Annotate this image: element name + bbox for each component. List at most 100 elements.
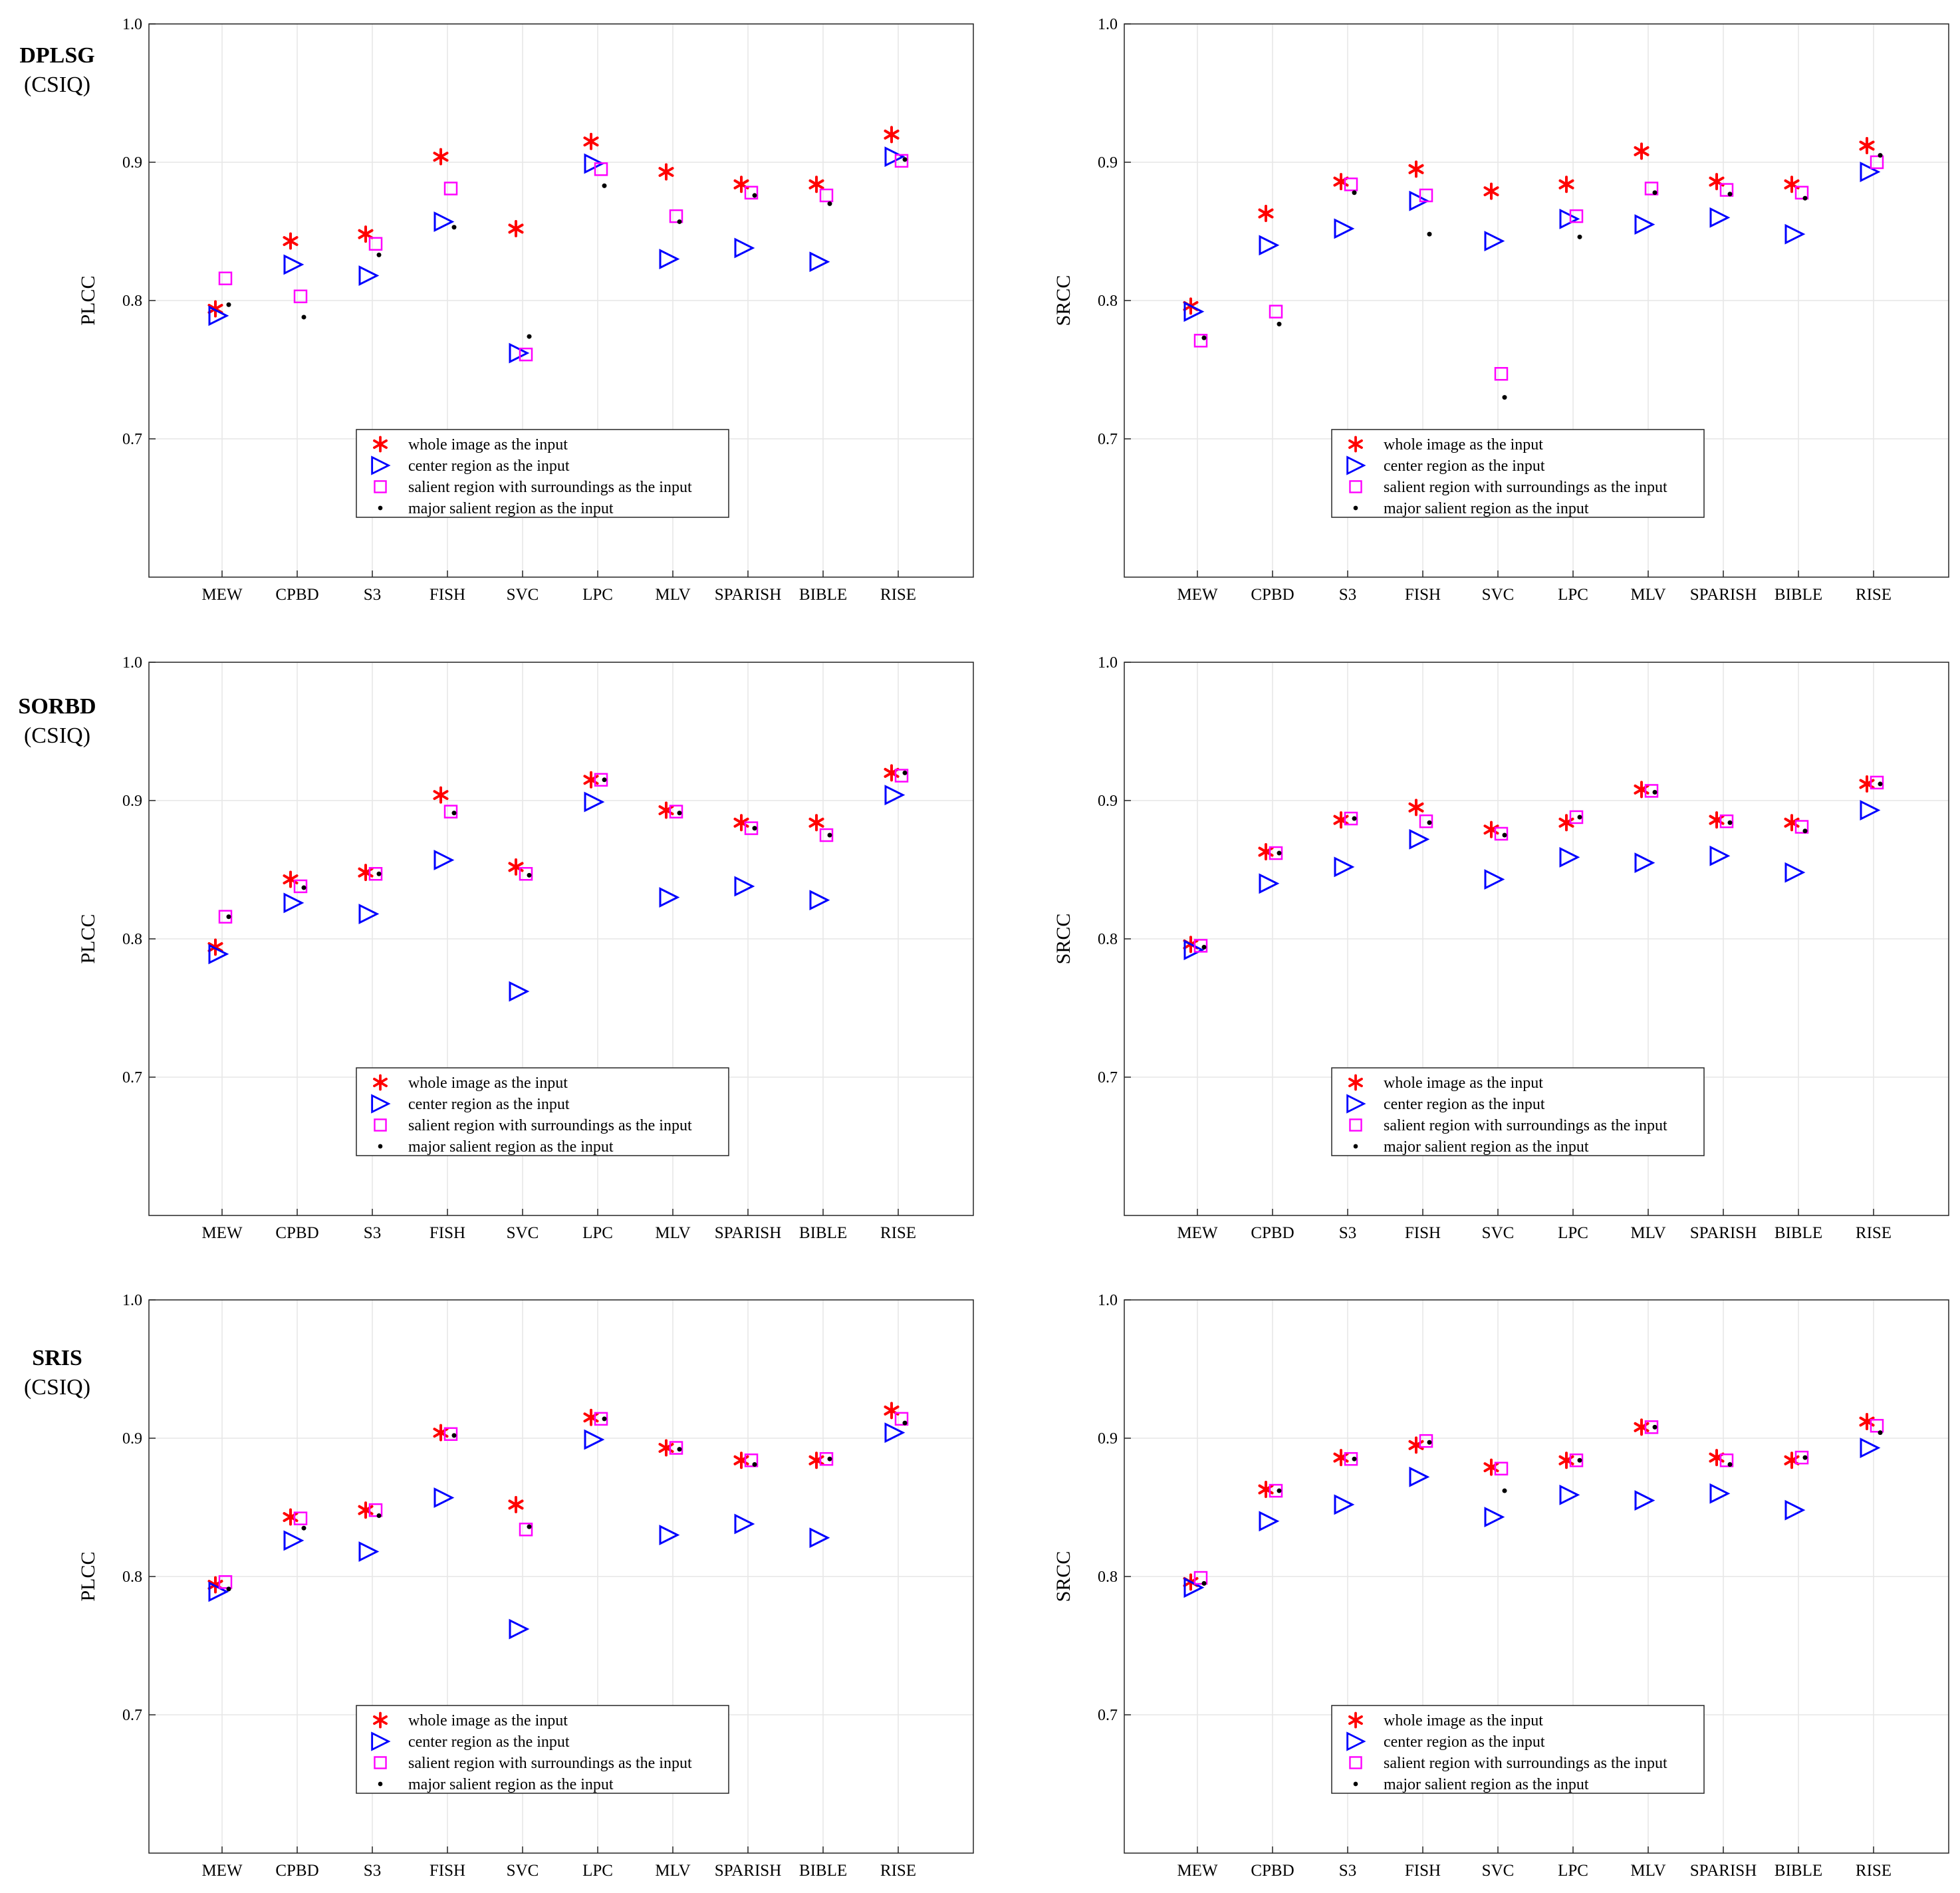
point-major: [602, 183, 607, 188]
point-major: [1802, 195, 1808, 201]
point-center: [283, 892, 305, 914]
series-whole: [207, 1402, 900, 1594]
point-center: [1634, 214, 1655, 235]
y-tick-label: 0.7: [122, 1069, 142, 1086]
point-major: [827, 832, 832, 838]
point-major: [1727, 820, 1733, 825]
point-major: [752, 193, 757, 198]
x-tick-label: S3: [1339, 1224, 1356, 1242]
point-major: [1652, 190, 1657, 195]
legend: whole image as the input center region as…: [1331, 429, 1705, 518]
point-center: [283, 254, 305, 275]
plot-area: 0.7 0.8 0.9 1.0 MEW CPBD S3 FISH SVC LPC MLV SPARIS…: [1052, 16, 1949, 604]
point-salient: [1569, 810, 1584, 824]
legend-label-major: major salient region as the input: [408, 500, 614, 517]
point-major: [902, 770, 908, 775]
point-salient: [894, 769, 909, 783]
point-center: [1784, 862, 1806, 883]
point-salient: [519, 347, 533, 362]
point-center: [1334, 1494, 1355, 1515]
point-center: [509, 342, 530, 364]
x-tick-label: BIBLE: [1775, 586, 1822, 604]
point-salient: [1870, 1419, 1884, 1433]
point-center: [358, 265, 380, 286]
point-center: [1709, 207, 1731, 228]
point-major: [1878, 781, 1883, 787]
point-salient: [218, 271, 233, 285]
y-axis-label: PLCC: [77, 1551, 99, 1601]
legend-marker-major: [378, 1781, 383, 1787]
x-tick-label: MLV: [655, 1862, 690, 1880]
series-whole: [1183, 137, 1875, 315]
point-center: [884, 146, 906, 168]
point-major: [527, 872, 532, 878]
point-center: [884, 785, 906, 806]
chart-panel-5: 0.7 0.8 0.9 1.0 MEW CPBD S3 FISH SVC LPC MLV SPARIS…: [77, 1292, 974, 1880]
point-major: [376, 871, 382, 876]
series-major: [226, 157, 908, 339]
legend-marker-whole-stroke: [373, 1077, 388, 1088]
point-center: [1634, 852, 1655, 874]
point-center: [584, 153, 605, 174]
point-salient: [443, 805, 458, 819]
point-center: [1784, 1499, 1806, 1521]
point-salient: [368, 866, 383, 881]
point-center: [509, 981, 530, 1002]
point-salient: [1419, 814, 1433, 828]
y-tick-label: 0.9: [122, 154, 142, 172]
legend: whole image as the input center region as…: [356, 1705, 729, 1794]
point-center: [433, 1487, 455, 1508]
point-center: [1259, 1511, 1280, 1532]
x-tick-label: FISH: [429, 1224, 465, 1242]
point-major: [602, 777, 607, 783]
y-tick-label: 0.8: [1098, 931, 1118, 948]
legend-marker-whole-stroke: [373, 439, 388, 449]
point-whole: [583, 132, 599, 150]
legend: whole image as the input center region as…: [1331, 1705, 1705, 1794]
point-major: [1352, 1456, 1357, 1461]
point-major: [1802, 1455, 1808, 1460]
legend-marker-whole: [1348, 1074, 1363, 1091]
legend-label-salient: salient region with surroundings as the …: [1384, 1117, 1667, 1134]
point-whole-stroke: [433, 152, 449, 162]
x-tick-label: S3: [364, 586, 381, 604]
x-tick-label: SVC: [1482, 586, 1515, 604]
point-major: [1577, 815, 1582, 820]
legend-label-center: center region as the input: [408, 1096, 570, 1113]
point-salient: [1719, 814, 1734, 828]
x-tick-label: S3: [364, 1224, 381, 1242]
x-tick-label: LPC: [582, 1224, 613, 1242]
point-major: [1352, 190, 1357, 195]
legend-label-salient: salient region with surroundings as the …: [1384, 1755, 1667, 1772]
y-tick-label: 0.8: [1098, 1569, 1118, 1586]
legend-box: [356, 1067, 729, 1156]
chart-panel-6: 0.7 0.8 0.9 1.0 MEW CPBD S3 FISH SVC LPC MLV SPARIS…: [1052, 1292, 1949, 1880]
point-major: [1201, 1580, 1207, 1586]
point-major: [827, 1456, 832, 1461]
point-center: [1183, 301, 1205, 322]
point-major: [902, 1420, 908, 1426]
series-whole: [207, 764, 900, 956]
plot-area: 0.7 0.8 0.9 1.0 MEW CPBD S3 FISH SVC LPC MLV SPARIS…: [77, 654, 974, 1242]
x-tick-label: S3: [1339, 586, 1356, 604]
legend-label-salient: salient region with surroundings as the …: [408, 1117, 692, 1134]
legend-marker-salient: [1349, 1118, 1362, 1132]
point-whole: [283, 232, 299, 250]
point-major: [1277, 1488, 1282, 1493]
row-title-1: DPLSG: [19, 43, 94, 68]
legend-label-center: center region as the input: [408, 457, 570, 475]
point-salient: [218, 910, 233, 924]
x-tick-label: SPARISH: [715, 1224, 782, 1242]
x-tick-label: SPARISH: [1690, 586, 1757, 604]
legend-marker-whole-stroke: [373, 1715, 388, 1725]
point-major: [1352, 816, 1357, 821]
point-major: [527, 1524, 532, 1529]
y-tick-label: 0.9: [1098, 1430, 1118, 1448]
point-major: [1427, 231, 1432, 237]
point-major: [1802, 828, 1808, 834]
point-major: [752, 1462, 757, 1467]
point-center: [1334, 218, 1355, 239]
legend-box: [1331, 1705, 1705, 1794]
x-tick-label: MLV: [655, 586, 690, 604]
point-major: [226, 1586, 231, 1592]
